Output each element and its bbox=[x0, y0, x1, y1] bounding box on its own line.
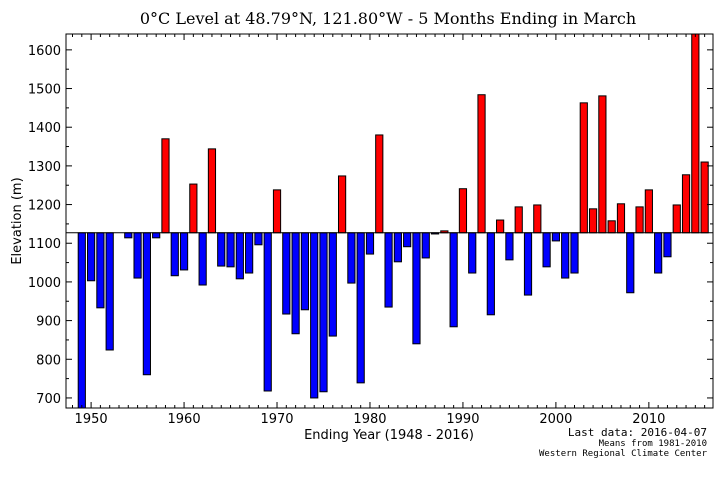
bar-1962 bbox=[198, 232, 207, 286]
bar-1972 bbox=[291, 232, 300, 335]
bar-1989 bbox=[449, 232, 458, 328]
bar-2016 bbox=[700, 161, 709, 234]
bars-group bbox=[77, 33, 709, 409]
bar-1969 bbox=[263, 232, 272, 392]
bar-1973 bbox=[300, 232, 310, 311]
x-tick-label-1950: 1950 bbox=[75, 412, 108, 427]
bar-2006 bbox=[607, 220, 616, 234]
bar-1974 bbox=[310, 232, 319, 399]
bar-1983 bbox=[393, 232, 402, 263]
bar-1959 bbox=[170, 232, 179, 277]
plot-frame bbox=[65, 33, 714, 409]
bar-2008 bbox=[626, 232, 635, 294]
y-tick-label-1200: 1200 bbox=[28, 199, 61, 214]
bar-1957 bbox=[152, 232, 161, 239]
x-axis-label: Ending Year (1948 - 2016) bbox=[304, 428, 474, 443]
bar-2009 bbox=[635, 206, 644, 234]
bar-1958 bbox=[161, 138, 170, 234]
bar-1976 bbox=[328, 232, 337, 337]
bar-1998 bbox=[533, 204, 542, 234]
bar-1979 bbox=[356, 232, 365, 384]
ticks-group bbox=[66, 34, 713, 408]
bar-1963 bbox=[207, 148, 217, 234]
bar-2004 bbox=[588, 208, 598, 234]
bar-1960 bbox=[179, 232, 189, 271]
bar-1981 bbox=[375, 134, 384, 234]
bar-1980 bbox=[365, 232, 375, 255]
bar-1986 bbox=[421, 232, 430, 259]
bar-1978 bbox=[347, 232, 356, 284]
bar-2002 bbox=[570, 232, 579, 274]
bar-1975 bbox=[319, 232, 328, 393]
bar-1952 bbox=[105, 232, 114, 351]
bar-2013 bbox=[672, 204, 681, 234]
chart-title: 0°C Level at 48.79°N, 121.80°W - 5 Month… bbox=[140, 9, 636, 28]
bar-1966 bbox=[235, 232, 244, 280]
y-tick-label-1100: 1100 bbox=[28, 237, 61, 252]
y-axis-label: Elevation (m) bbox=[10, 177, 25, 264]
bar-1961 bbox=[189, 183, 198, 234]
bar-1971 bbox=[282, 232, 291, 315]
bar-2014 bbox=[681, 174, 691, 234]
bar-1999 bbox=[542, 232, 551, 268]
x-tick-label-1970: 1970 bbox=[260, 412, 293, 427]
bar-1990 bbox=[458, 188, 468, 234]
bar-1993 bbox=[486, 232, 495, 316]
bar-2003 bbox=[579, 102, 588, 234]
bar-1967 bbox=[245, 232, 254, 274]
y-tick-label-700: 700 bbox=[36, 392, 61, 407]
bar-2005 bbox=[598, 95, 607, 234]
bar-2000 bbox=[551, 232, 560, 242]
bar-1982 bbox=[384, 232, 393, 308]
bar-1970 bbox=[272, 189, 282, 234]
means-note: Means from 1981-2010 bbox=[599, 439, 707, 449]
bar-1965 bbox=[226, 232, 235, 268]
x-tick-label-2010: 2010 bbox=[632, 412, 665, 427]
bar-1950 bbox=[87, 232, 96, 282]
bar-1985 bbox=[412, 232, 421, 345]
bar-1992 bbox=[477, 94, 486, 234]
x-tick-label-1960: 1960 bbox=[168, 412, 201, 427]
bar-2001 bbox=[561, 232, 570, 279]
y-tick-label-1300: 1300 bbox=[28, 160, 61, 175]
x-tick-labels: 1950 1960 1970 1980 1990 2000 2010 bbox=[75, 412, 666, 427]
bar-1949 bbox=[77, 232, 86, 409]
bar-2015 bbox=[691, 33, 700, 234]
bar-2012 bbox=[663, 232, 672, 258]
y-tick-label-1500: 1500 bbox=[28, 83, 61, 98]
bar-1956 bbox=[142, 232, 151, 376]
x-tick-label-2000: 2000 bbox=[539, 412, 572, 427]
bar-1964 bbox=[217, 232, 226, 267]
bar-1995 bbox=[505, 232, 514, 261]
bar-1977 bbox=[337, 175, 347, 234]
y-tick-label-1000: 1000 bbox=[28, 276, 61, 291]
x-tick-label-1990: 1990 bbox=[446, 412, 479, 427]
bar-2011 bbox=[654, 232, 663, 274]
bar-1994 bbox=[496, 219, 505, 234]
y-tick-label-1600: 1600 bbox=[28, 44, 61, 59]
bar-1951 bbox=[96, 232, 105, 309]
bar-1968 bbox=[254, 232, 263, 246]
last-data-note: Last data: 2016-04-07 bbox=[568, 426, 707, 439]
y-tick-label-900: 900 bbox=[36, 315, 61, 330]
bar-1997 bbox=[523, 232, 533, 296]
source-note: Western Regional Climate Center bbox=[539, 449, 708, 459]
bar-1955 bbox=[133, 232, 142, 279]
y-tick-label-800: 800 bbox=[36, 353, 61, 368]
bar-1996 bbox=[514, 206, 523, 234]
bar-2010 bbox=[644, 189, 653, 234]
y-tick-label-1400: 1400 bbox=[28, 121, 61, 136]
x-tick-label-1980: 1980 bbox=[353, 412, 386, 427]
bar-1954 bbox=[124, 232, 133, 239]
bar-1991 bbox=[468, 232, 477, 274]
y-tick-labels: 700 800 900 1000 1100 1200 1300 1400 1500 1600 bbox=[28, 44, 61, 407]
bar-2007 bbox=[616, 203, 626, 234]
bar-1984 bbox=[403, 232, 412, 248]
